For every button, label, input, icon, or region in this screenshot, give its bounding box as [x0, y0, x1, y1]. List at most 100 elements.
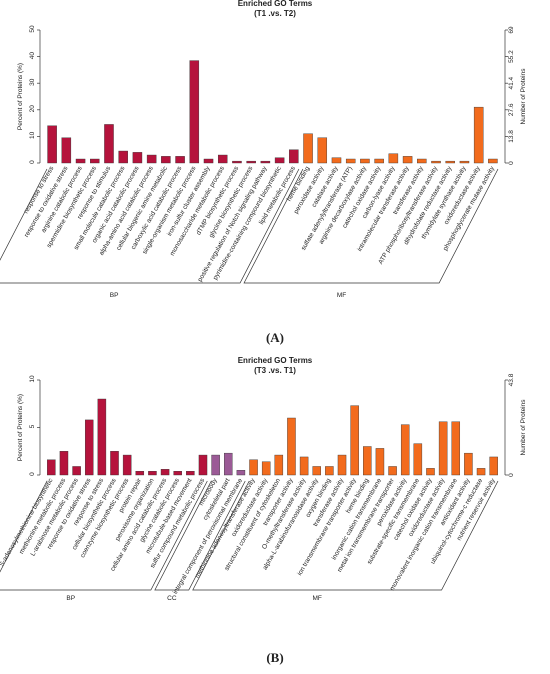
bar [337, 454, 347, 476]
y2-axis-label: Number of Proteins [520, 68, 527, 125]
bar [61, 137, 72, 164]
bar [72, 466, 81, 476]
group-bracket [243, 168, 499, 284]
y-tick-label: 10 [29, 375, 36, 383]
bar [345, 158, 356, 164]
bar [400, 424, 410, 476]
bar [161, 156, 171, 164]
group-bracket [0, 480, 208, 591]
bar [299, 456, 309, 476]
x-tick-label: S-adenosylmethionine biosynthetic [0, 477, 55, 568]
bar [47, 125, 57, 164]
y-tick-label: 50 [29, 25, 36, 33]
bar [303, 133, 313, 164]
bar [375, 448, 385, 476]
bar [274, 157, 285, 164]
y-axis-label: Percent of Proteins (%) [17, 394, 24, 461]
bar [232, 160, 242, 164]
bar [75, 158, 86, 164]
bar [289, 149, 299, 164]
bar [417, 158, 427, 164]
bar [146, 154, 157, 164]
bar [122, 454, 132, 476]
bar [217, 154, 228, 164]
bar [331, 157, 342, 164]
group-label: MF [312, 595, 321, 602]
bar [135, 471, 145, 476]
bar [312, 466, 321, 476]
y-tick-label: 0 [29, 472, 36, 476]
bar [476, 468, 486, 476]
chart-title: Enriched GO Terms [238, 356, 313, 365]
group-bracket [0, 168, 300, 284]
bar [211, 454, 220, 476]
bar [261, 461, 271, 476]
bar [84, 419, 94, 476]
bar [325, 466, 334, 476]
bar [459, 160, 470, 164]
y2-tick-label: 43.8 [508, 373, 515, 386]
bar [317, 137, 328, 164]
y-tick-label: 20 [29, 105, 36, 113]
bar [402, 156, 413, 164]
bar [431, 160, 441, 164]
y2-tick-label: 0 [508, 473, 515, 477]
bar [97, 398, 107, 476]
bar [160, 469, 170, 476]
bar [451, 421, 461, 476]
group-bracket [154, 480, 246, 591]
bar [118, 150, 128, 164]
bar [175, 156, 185, 164]
bar [413, 443, 423, 476]
bar [110, 451, 119, 476]
bar [438, 421, 448, 476]
group-bracket [192, 480, 499, 591]
group-label: MF [337, 292, 346, 299]
bar [47, 459, 56, 476]
bar [363, 446, 372, 476]
bar [186, 471, 195, 476]
bar [260, 160, 271, 164]
bar [198, 454, 208, 476]
y2-tick-label: 27.6 [508, 103, 515, 116]
y2-tick-label: 41.4 [508, 76, 515, 89]
bar [388, 153, 399, 164]
bar [148, 471, 157, 476]
y-tick-label: 0 [29, 160, 36, 164]
bar [224, 452, 233, 476]
bar [274, 454, 284, 476]
y2-tick-label: 13.8 [508, 130, 515, 143]
bar [90, 158, 100, 164]
bar [203, 158, 214, 164]
bar [246, 160, 256, 164]
bar [236, 470, 246, 476]
group-label: BP [66, 595, 75, 602]
bar [489, 456, 498, 476]
bar [189, 60, 200, 164]
bar [350, 405, 359, 476]
y-tick-label: 30 [29, 78, 36, 86]
bar [488, 158, 498, 164]
y-tick-label: 5 [29, 424, 36, 428]
bar [104, 124, 114, 164]
group-label: CC [167, 595, 177, 602]
y2-tick-label: 69 [508, 26, 515, 34]
bar [374, 158, 384, 164]
panel-label: (B) [266, 650, 283, 665]
bar [287, 417, 296, 476]
bar [59, 451, 69, 476]
y2-axis-label: Number of Proteins [520, 399, 527, 456]
chart-subtitle: (T1 .vs. T2) [254, 9, 296, 18]
bar [173, 471, 182, 476]
y-tick-label: 40 [29, 52, 36, 60]
group-label: BP [110, 292, 119, 299]
bar [426, 468, 435, 476]
chart-subtitle: (T3 .vs. T1) [254, 366, 296, 375]
bar [249, 459, 258, 476]
bar [464, 452, 473, 476]
bar [388, 466, 397, 476]
bar [360, 158, 370, 164]
bar [132, 152, 143, 164]
bar [473, 106, 484, 164]
